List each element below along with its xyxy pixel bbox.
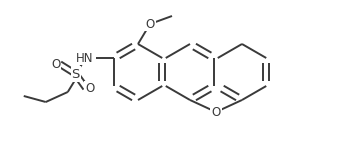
Text: O: O [51,57,60,70]
Text: O: O [145,18,155,30]
Text: O: O [212,105,221,118]
Text: S: S [72,68,80,81]
Text: HN: HN [76,51,94,64]
Text: O: O [85,81,94,94]
